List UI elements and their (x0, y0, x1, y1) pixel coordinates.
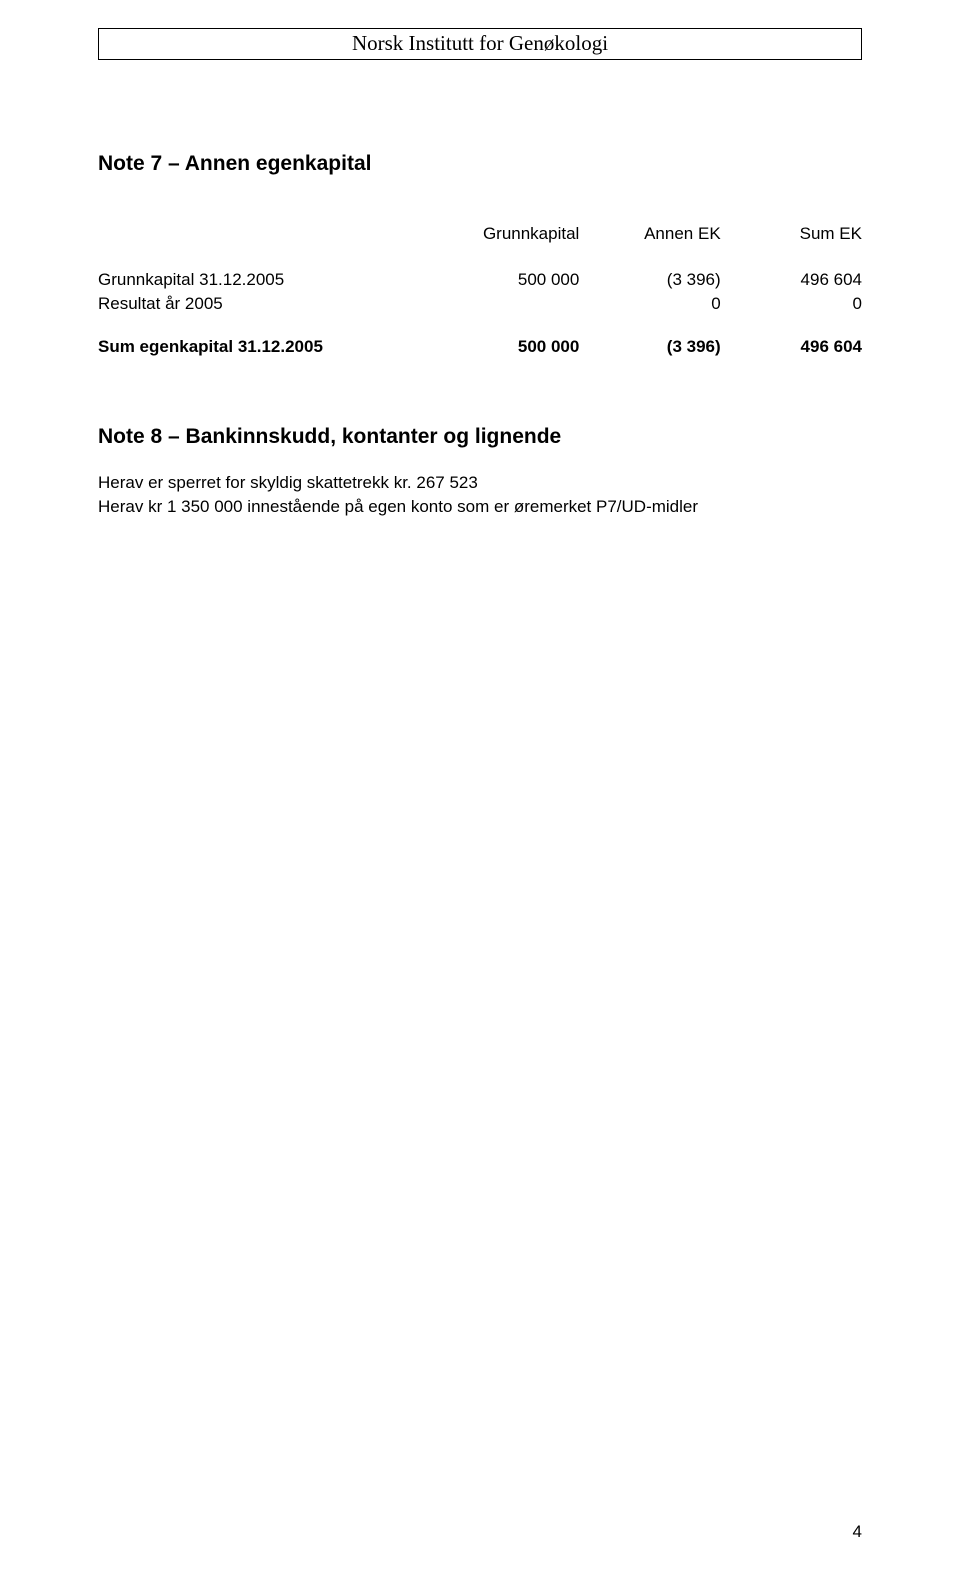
note-7-table: Grunnkapital Annen EK Sum EK Grunnkapita… (98, 222, 862, 359)
note-8-body: Herav er sperret for skyldig skattetrekk… (98, 471, 862, 519)
table-sum-row: Sum egenkapital 31.12.2005 500 000 (3 39… (98, 335, 862, 359)
row-cell: (3 396) (579, 268, 720, 292)
note-8-title: Note 8 – Bankinnskudd, kontanter og lign… (98, 425, 862, 449)
row-cell: 0 (721, 292, 862, 316)
sum-label: Sum egenkapital 31.12.2005 (98, 335, 438, 359)
note-8-section: Note 8 – Bankinnskudd, kontanter og lign… (98, 425, 862, 519)
row-cell: 496 604 (721, 268, 862, 292)
note-7-title: Note 7 – Annen egenkapital (98, 152, 862, 176)
document-page: Norsk Institutt for Genøkologi Note 7 – … (0, 0, 960, 1578)
page-number: 4 (853, 1522, 862, 1542)
row-cell: 500 000 (438, 268, 579, 292)
sum-cell: (3 396) (579, 335, 720, 359)
note-8-line-1: Herav er sperret for skyldig skattetrekk… (98, 471, 862, 495)
row-cell: 0 (579, 292, 720, 316)
table-header-row: Grunnkapital Annen EK Sum EK (98, 222, 862, 246)
table-header-empty (98, 222, 438, 246)
sum-cell: 500 000 (438, 335, 579, 359)
row-label: Grunnkapital 31.12.2005 (98, 268, 438, 292)
row-cell (438, 292, 579, 316)
table-row: Resultat år 2005 0 0 (98, 292, 862, 316)
document-header-title: Norsk Institutt for Genøkologi (352, 31, 608, 55)
table-header-col1: Grunnkapital (438, 222, 579, 246)
note-8-line-2: Herav kr 1 350 000 innestående på egen k… (98, 495, 862, 519)
table-header-col3: Sum EK (721, 222, 862, 246)
note-7-section: Note 7 – Annen egenkapital Grunnkapital … (98, 152, 862, 359)
sum-cell: 496 604 (721, 335, 862, 359)
document-header-box: Norsk Institutt for Genøkologi (98, 28, 862, 60)
table-row: Grunnkapital 31.12.2005 500 000 (3 396) … (98, 268, 862, 292)
row-label: Resultat år 2005 (98, 292, 438, 316)
table-header-col2: Annen EK (579, 222, 720, 246)
